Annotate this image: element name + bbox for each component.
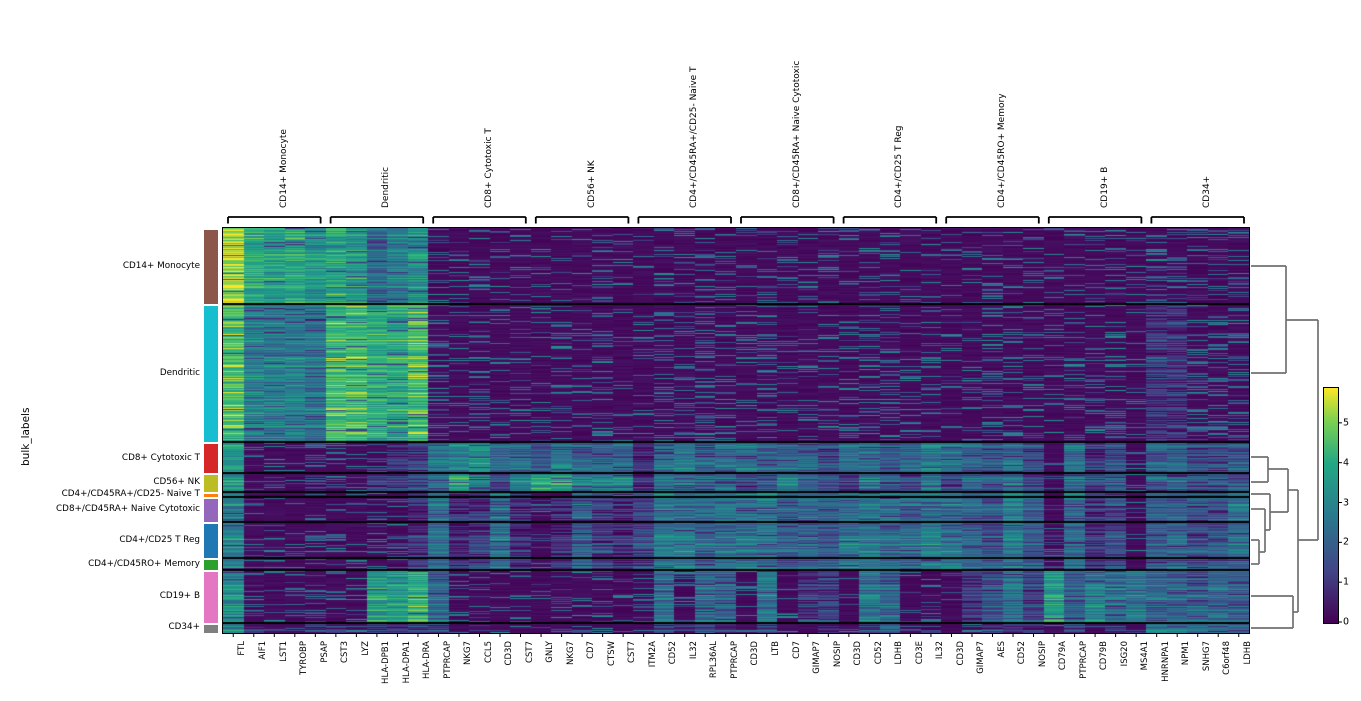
gene-label: NOSIP [832,641,843,668]
row-label: CD8+ Cytotoxic T [121,453,200,463]
gene-label: CD3D [750,641,761,666]
colorbar [1323,387,1339,624]
gene-label: SNHG7 [1201,641,1212,672]
colorbar-tick-label: 5 [1343,417,1350,429]
category-color-swatch [204,571,218,623]
row-label: CD14+ Monocyte [122,261,200,271]
gene-label: GIMAP7 [812,641,823,674]
gene-group-label: CD19+ B [1099,166,1110,208]
gene-label: CD3D [853,641,864,666]
row-label: CD4+/CD45RA+/CD25- Naive T [61,489,200,499]
gene-label: NOSIP [1037,641,1048,668]
gene-label: NKG7 [565,641,576,665]
gene-label: AES [996,641,1007,658]
category-color-swatch [204,493,218,497]
gene-label: IL32 [688,641,699,660]
colorbar-tick-label: 2 [1343,536,1350,548]
gene-label: CD79A [1058,641,1069,671]
category-color-swatch [204,498,218,522]
gene-label: GNLY [545,641,556,663]
row-label: CD4+/CD45RO+ Memory [88,559,200,569]
gene-label: CD79B [1099,641,1110,671]
gene-group-label: CD8+ Cytotoxic T [484,128,494,208]
gene-label: CST3 [340,641,351,663]
category-color-swatch [204,229,218,304]
row-label: Dendritic [159,368,200,378]
category-color-swatch [204,559,218,570]
gene-label: LDHB [894,641,905,665]
gene-label: CD7 [586,641,597,659]
gene-label: ITM2A [647,641,658,668]
colorbar-tick-label: 3 [1343,497,1350,508]
gene-group-label: CD56+ NK [586,160,597,208]
gene-label: GIMAP7 [976,641,987,674]
gene-label: CD52 [873,641,884,665]
gene-label: CST7 [627,641,638,663]
gene-group-label: Dendritic [381,166,392,208]
gene-label: CD7 [791,641,802,659]
gene-group-label: CD34+ [1202,175,1213,208]
category-color-swatch [204,523,218,558]
gene-label: RPL36AL [709,641,720,679]
gene-label: LST1 [278,641,289,662]
gene-label: PSAP [319,641,330,663]
row-label: CD56+ NK [153,477,200,487]
gene-label: PTPRCAP [729,641,740,679]
gene-label: HLA-DRA [422,641,433,679]
gene-label: TYROBP [299,641,310,675]
gene-label: ISG20 [1119,641,1130,667]
row-label: CD34+ [168,622,200,632]
gene-label: CCL5 [483,641,494,664]
gene-label: NPM1 [1181,641,1192,666]
gene-group-label: CD4+/CD45RO+ Memory [997,93,1007,208]
colorbar-tick-label: 0 [1343,616,1350,628]
category-color-swatch [204,305,218,442]
gene-label: AIF1 [257,641,268,660]
gene-label: HLA-DPA1 [401,641,412,684]
gene-label: CD52 [1017,641,1028,665]
gene-group-label: CD4+/CD45RA+/CD25- Naive T [689,66,700,208]
gene-label: LDHB [1242,641,1253,665]
row-label: CD8+/CD45RA+ Naive Cytotoxic [56,504,200,514]
gene-group-label: CD8+/CD45RA+ Naive Cytotoxic [791,60,802,208]
gene-group-label: CD14+ Monocyte [278,129,289,208]
gene-label: HNRNPA1 [1160,641,1171,682]
gene-label: PTPRCAP [442,641,453,679]
gene-label: CD3D [504,641,515,666]
gene-label: IL32 [935,641,946,660]
row-label: CD19+ B [159,591,200,601]
gene-label: C6orf48 [1222,641,1233,675]
gene-label: CTSW [606,641,617,666]
gene-label: CD3D [955,641,966,666]
colorbar-tick-label: 4 [1343,457,1350,469]
gene-label: MS4A1 [1140,641,1151,671]
gene-label: FTL [237,641,248,656]
colorbar-tick-label: 1 [1343,576,1350,588]
gene-label: PTPRCAP [1078,641,1089,679]
gene-label: HLA-DPB1 [381,641,392,684]
row-label: CD4+/CD25 T Reg [119,535,200,545]
gene-group-label: CD4+/CD25 T Reg [894,125,905,209]
gene-label: CD3E [914,641,925,665]
gene-label: CD52 [668,641,679,665]
category-color-swatch [204,443,218,473]
category-color-swatch [204,624,218,633]
gene-label: LTB [770,641,781,656]
category-color-swatch [204,474,218,492]
gene-label: LYZ [360,641,371,656]
gene-label: NKG7 [463,641,474,665]
gene-label: CST7 [524,641,535,663]
expression-heatmap [222,227,1250,634]
